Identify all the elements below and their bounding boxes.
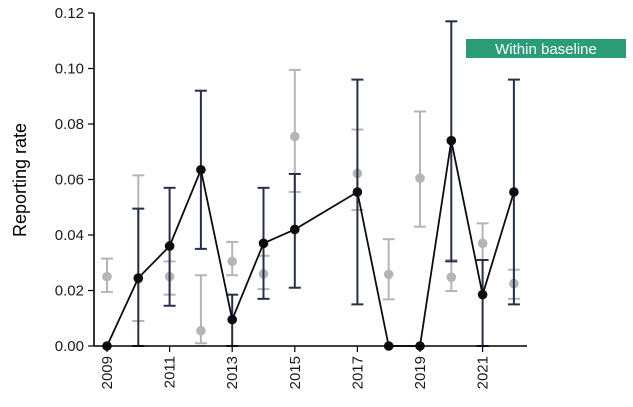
y-tick-label-3: 0.06	[55, 172, 84, 189]
x-tick-label-3: 2015	[287, 356, 304, 389]
black-point-2020	[446, 135, 457, 146]
black-point-2015	[290, 224, 300, 235]
black-series	[102, 20, 520, 351]
gray-point-2015	[290, 131, 300, 142]
y-tick-label-5: 0.10	[55, 61, 84, 78]
gray-point-2020	[446, 272, 457, 282]
y-tick-label-1: 0.02	[55, 283, 84, 300]
gray-series	[101, 68, 520, 345]
gray-point-2019	[415, 173, 425, 183]
y-tick-label-4: 0.08	[55, 116, 84, 133]
y-axis-title: Reporting rate	[10, 123, 30, 237]
y-axis-ticks: 0.00 0.02 0.04 0.06 0.08 0.10 0.12	[55, 5, 94, 355]
gray-point-2012	[196, 325, 206, 336]
axes	[93, 13, 527, 347]
x-tick-label-0: 2009	[99, 356, 116, 389]
gray-point-2009	[102, 271, 112, 282]
gray-point-2021	[477, 238, 488, 249]
gray-errorbar-2018	[382, 238, 395, 301]
black-point-2013	[227, 314, 237, 325]
x-tick-label-5: 2019	[412, 356, 429, 389]
x-tick-label-2: 2013	[224, 356, 241, 389]
gray-point-2018	[383, 269, 394, 280]
black-point-2012	[196, 164, 206, 175]
x-tick-label-6: 2021	[475, 356, 492, 389]
annotation-label: Within baseline	[495, 41, 597, 58]
black-point-2017	[352, 187, 363, 197]
black-point-2021	[477, 289, 488, 300]
black-point-2014	[258, 238, 269, 249]
y-tick-label-6: 0.12	[55, 5, 84, 22]
gray-errorbar-2019	[414, 110, 426, 228]
black-point-2010	[133, 273, 144, 283]
y-tick-label-0: 0.00	[55, 338, 84, 355]
gray-point-2013	[227, 256, 237, 267]
annotation-box: Within baseline	[466, 39, 626, 58]
x-axis-ticks: 2009 2011 2013 2015 2017 2019 2021	[99, 346, 492, 389]
black-point-2022	[509, 187, 519, 197]
x-tick-label-1: 2011	[162, 356, 179, 388]
y-tick-label-2: 0.04	[55, 227, 84, 244]
black-point-2011	[164, 241, 175, 251]
x-tick-label-4: 2017	[349, 356, 366, 389]
annotation-background	[466, 39, 626, 58]
